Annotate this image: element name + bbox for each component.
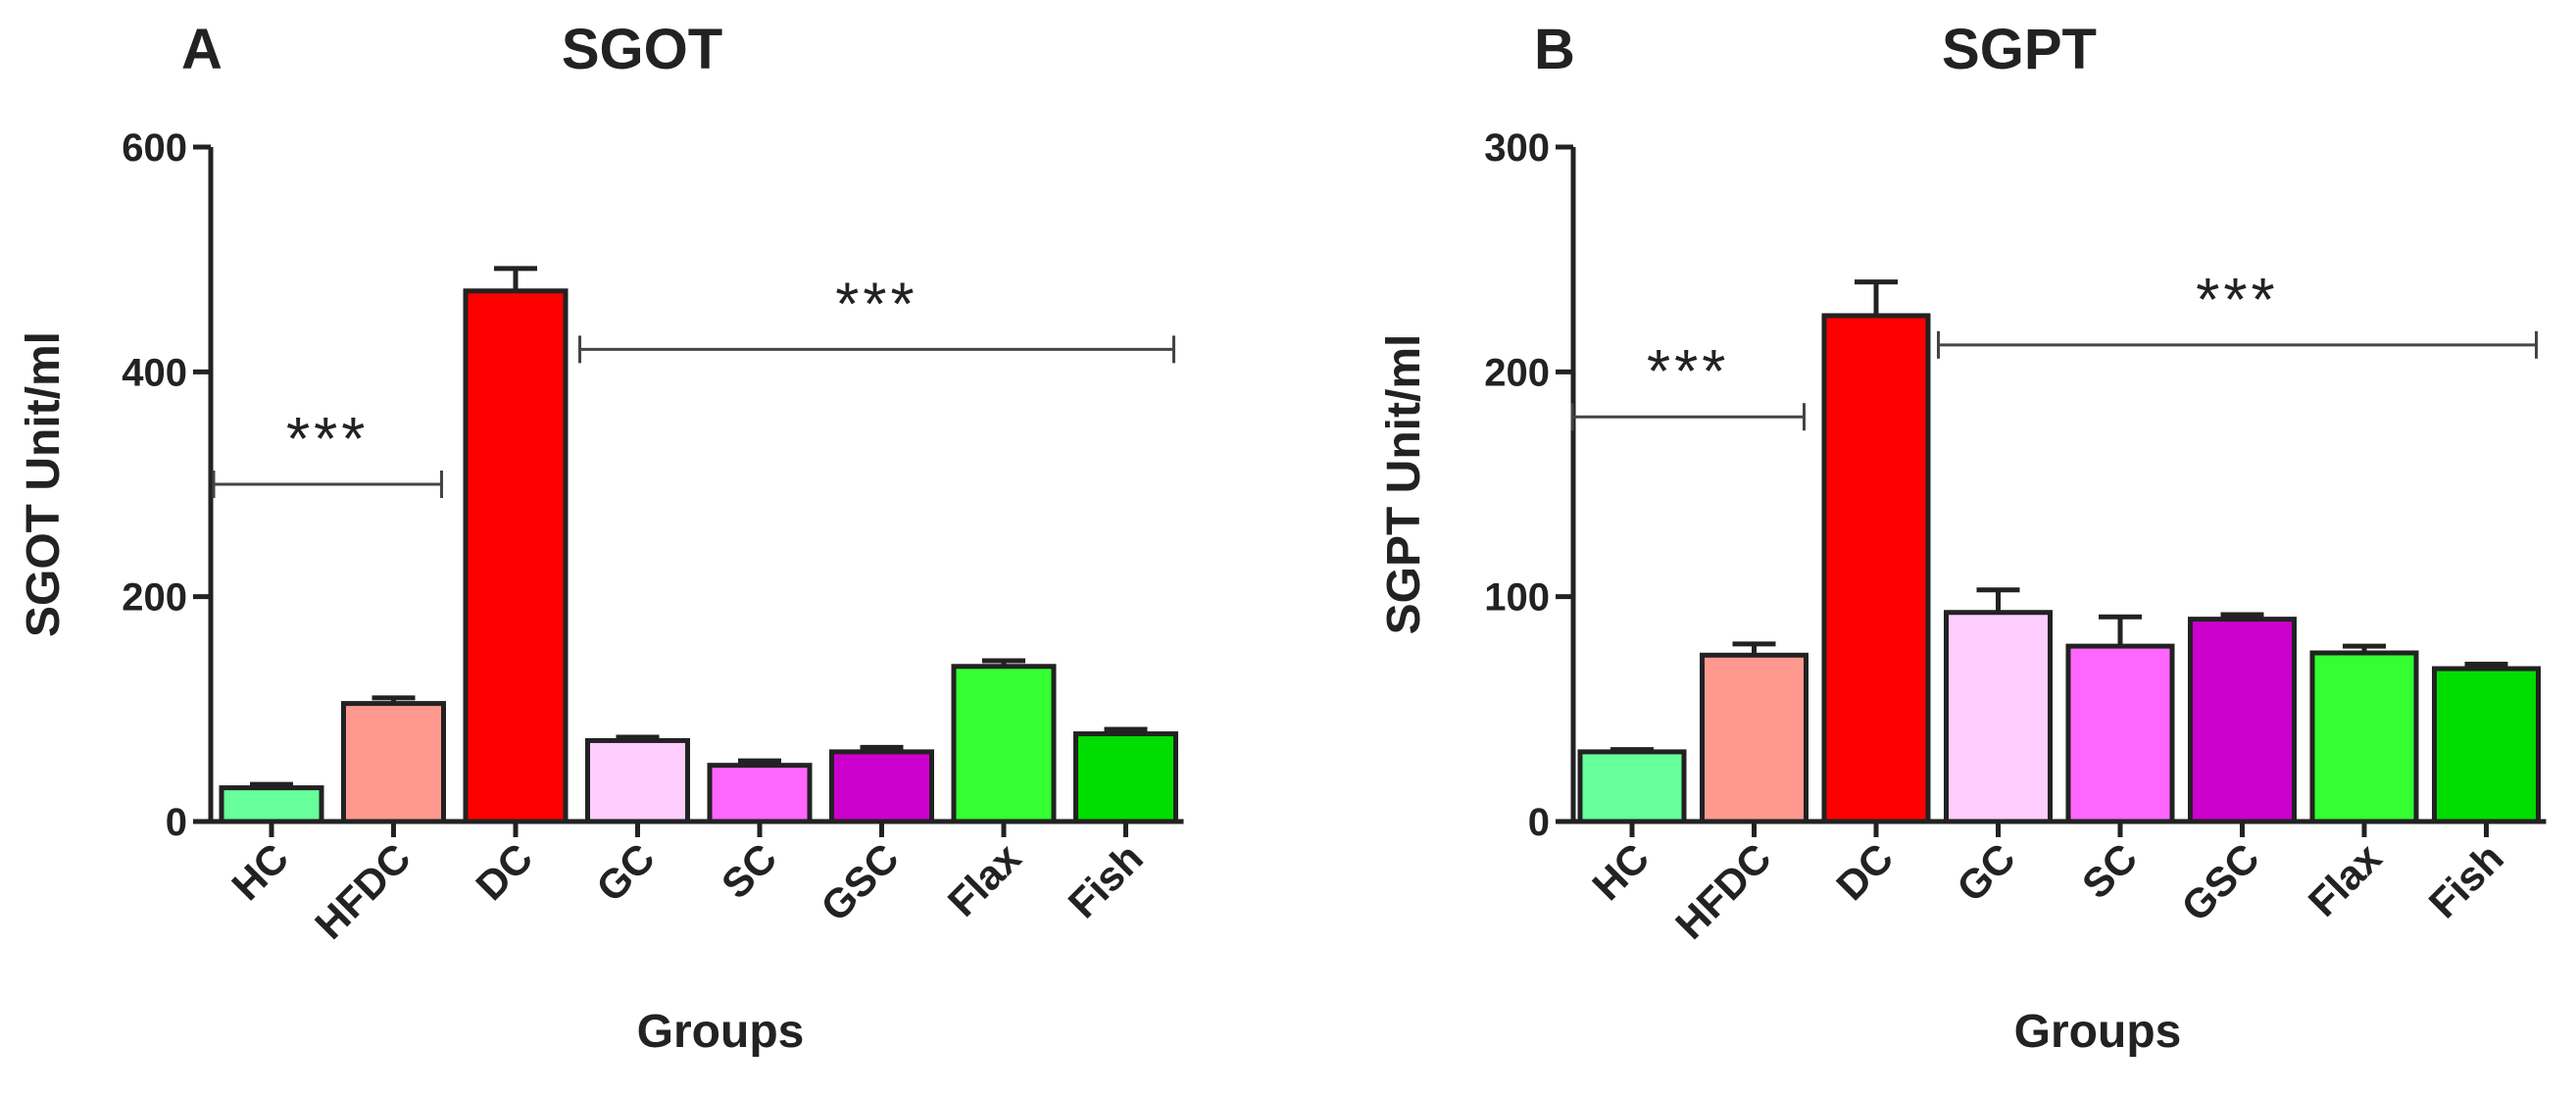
bar-gc (585, 737, 690, 824)
category-label: SC (713, 834, 786, 908)
significance-label: *** (2196, 267, 2278, 334)
category-label: GSC (812, 834, 908, 930)
x-axis-label: Groups (637, 1006, 805, 1058)
category-label: HFDC (1666, 834, 1780, 948)
bar-hfdc (1700, 652, 1808, 824)
panel-letter: B (1534, 18, 1575, 81)
chart-title: SGOT (562, 18, 722, 81)
y-tick-label: 100 (1484, 576, 1550, 620)
chart-title: SGPT (1942, 18, 2097, 81)
bar-fish (2432, 666, 2541, 824)
y-tick-label: 0 (1528, 801, 1550, 844)
category-label: Flax (2300, 834, 2391, 925)
chart-panel-b: B SGPT 0 100 200 300 SGPT Unit/ml HC HFDC DC GC SC G… (1378, 18, 2547, 1058)
category-label: DC (1827, 834, 1902, 909)
significance-label: *** (835, 271, 917, 338)
category-label: GC (587, 834, 664, 911)
y-tick-label: 0 (166, 801, 187, 844)
bar-dc (1821, 313, 1931, 824)
bar-fish (1073, 731, 1178, 824)
bar-sc (2065, 643, 2175, 824)
y-tick-label: 300 (1484, 126, 1550, 170)
bar-hc (1577, 749, 1687, 824)
y-axis-label: SGOT Unit/ml (18, 331, 70, 637)
category-label: DC (467, 834, 541, 909)
y-tick-label: 400 (122, 351, 187, 394)
chart-panel-a: A SGOT 0 200 400 600 SGOT Unit/ml HC HFDC DC GC SC G… (18, 18, 1184, 1058)
category-label: Flax (939, 834, 1030, 925)
x-axis-label: Groups (2014, 1006, 2182, 1058)
bar-flax (2309, 650, 2419, 824)
bar-dc (463, 288, 569, 824)
category-label: HC (1583, 834, 1658, 909)
y-tick-label: 200 (1484, 351, 1550, 394)
y-axis-label: SGPT Unit/ml (1378, 334, 1430, 635)
category-label: SC (2073, 834, 2147, 908)
category-label: Fish (1060, 834, 1152, 926)
bar-gsc (2188, 617, 2297, 824)
category-label: HC (223, 834, 297, 909)
bar-gsc (829, 749, 934, 824)
significance-label: *** (1647, 338, 1729, 406)
significance-label: *** (286, 406, 369, 473)
y-tick-label: 200 (122, 576, 187, 620)
bar-hfdc (341, 701, 446, 824)
bar-sc (707, 763, 813, 824)
category-label: GC (1948, 834, 2024, 911)
bar-flax (951, 664, 1057, 824)
category-label: GSC (2172, 834, 2268, 930)
y-tick-label: 600 (122, 126, 187, 170)
category-label: HFDC (306, 834, 420, 948)
bar-gc (1944, 610, 2053, 824)
category-label: Fish (2420, 834, 2512, 926)
panel-letter: A (181, 18, 223, 81)
bar-hc (219, 785, 324, 824)
